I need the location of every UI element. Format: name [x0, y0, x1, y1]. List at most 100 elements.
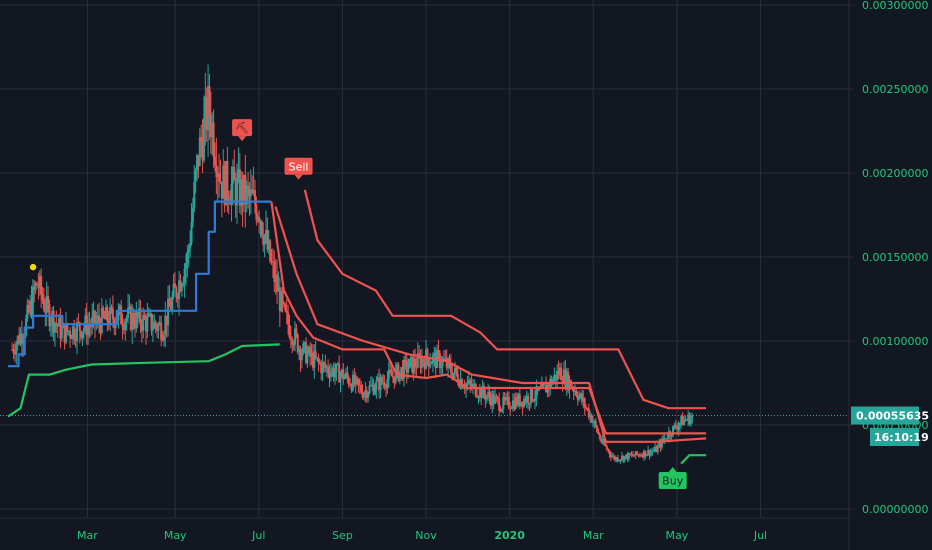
candle-body — [321, 362, 324, 374]
candle-body — [45, 295, 48, 313]
candle-body — [433, 352, 436, 356]
candle-body — [244, 174, 247, 204]
candle-body — [636, 451, 639, 455]
candle-body — [447, 358, 450, 368]
candle-body — [612, 456, 615, 458]
candle-body — [102, 307, 105, 316]
candle-body — [219, 181, 222, 183]
candle-body — [60, 327, 63, 339]
candle-body — [37, 284, 40, 289]
candle-body — [627, 453, 630, 460]
candle-body — [400, 367, 403, 372]
candle-body — [182, 282, 185, 286]
candle-body — [631, 454, 634, 456]
candle-body — [95, 321, 98, 325]
last-price-tag — [851, 406, 919, 425]
candle-body — [462, 388, 465, 390]
candle-body — [322, 362, 325, 364]
x-tick-label: Jul — [251, 529, 265, 542]
candle-body — [626, 454, 629, 460]
candle-body — [13, 352, 16, 355]
candle-body — [638, 454, 641, 456]
candle-body — [684, 419, 687, 421]
candle-body — [547, 384, 550, 389]
candle-body — [615, 457, 618, 461]
candle-body — [262, 234, 265, 245]
candle-body — [430, 363, 433, 365]
candle-body — [139, 308, 142, 325]
candle-body — [88, 325, 91, 327]
candle-body — [40, 275, 43, 295]
candle-body — [80, 331, 83, 338]
candle-body — [281, 291, 284, 303]
candle-body — [207, 85, 210, 131]
candle-body — [658, 442, 661, 447]
candle-body — [89, 325, 92, 327]
candle-body — [53, 322, 56, 333]
candle-body — [142, 314, 145, 331]
candle-body — [185, 263, 188, 269]
yellow-marker — [29, 263, 37, 271]
candle-body — [375, 380, 378, 390]
candle-body — [271, 261, 274, 263]
candle-body — [455, 367, 458, 374]
candle-body — [44, 309, 47, 313]
candle-body — [534, 398, 537, 401]
candle-body — [118, 305, 121, 310]
candle-body — [26, 305, 29, 319]
candle-body — [652, 450, 655, 452]
candle-body — [485, 395, 488, 400]
candle-body — [218, 172, 221, 182]
candle-body — [470, 383, 473, 388]
candle-body — [320, 363, 323, 374]
candle-body — [161, 339, 164, 341]
candle-body — [522, 398, 525, 407]
candle-body — [76, 322, 79, 342]
candle-body — [249, 189, 252, 197]
candle-body — [325, 366, 328, 368]
candle-body — [553, 374, 556, 380]
candle-body — [143, 314, 146, 319]
candle-body — [298, 348, 301, 353]
candle-body — [619, 459, 622, 461]
candle-body — [521, 401, 524, 407]
candle-body — [106, 307, 109, 322]
candle-body — [643, 450, 646, 458]
candle-body — [59, 317, 62, 339]
candle-body — [663, 438, 666, 441]
candle-body — [587, 408, 590, 418]
candle-body — [614, 456, 617, 461]
candle-body — [338, 363, 341, 383]
candle-body — [276, 274, 279, 292]
candle-body — [245, 185, 248, 204]
candle-body — [411, 356, 414, 373]
candle-body — [482, 385, 485, 395]
candle-body — [223, 165, 226, 206]
trend-line-2 — [274, 206, 707, 443]
candle-body — [678, 422, 681, 426]
candle-body — [314, 351, 317, 358]
x-axis[interactable]: Mar May Jul Sep Nov 2020 Mar May Jul — [77, 529, 767, 542]
candle-body — [313, 351, 316, 368]
candle-body — [230, 183, 233, 205]
candle-body — [651, 451, 654, 453]
candle-body — [496, 397, 499, 399]
candle-body — [229, 202, 232, 205]
candle-body — [557, 370, 560, 376]
candle-body — [689, 417, 692, 425]
candle-body — [418, 353, 421, 357]
candle-body — [353, 374, 356, 385]
candle-body — [667, 431, 670, 439]
candle-body — [190, 222, 193, 244]
candle-body — [16, 336, 19, 345]
candle-body — [160, 322, 163, 340]
sell-marker-label: Sell — [289, 160, 309, 173]
candle-body — [172, 283, 175, 297]
candle-body — [302, 343, 305, 354]
candle-body — [51, 310, 54, 323]
candle-body — [71, 326, 74, 340]
candle-body — [194, 170, 197, 182]
candle-body — [296, 334, 299, 353]
candle-body — [208, 85, 211, 116]
